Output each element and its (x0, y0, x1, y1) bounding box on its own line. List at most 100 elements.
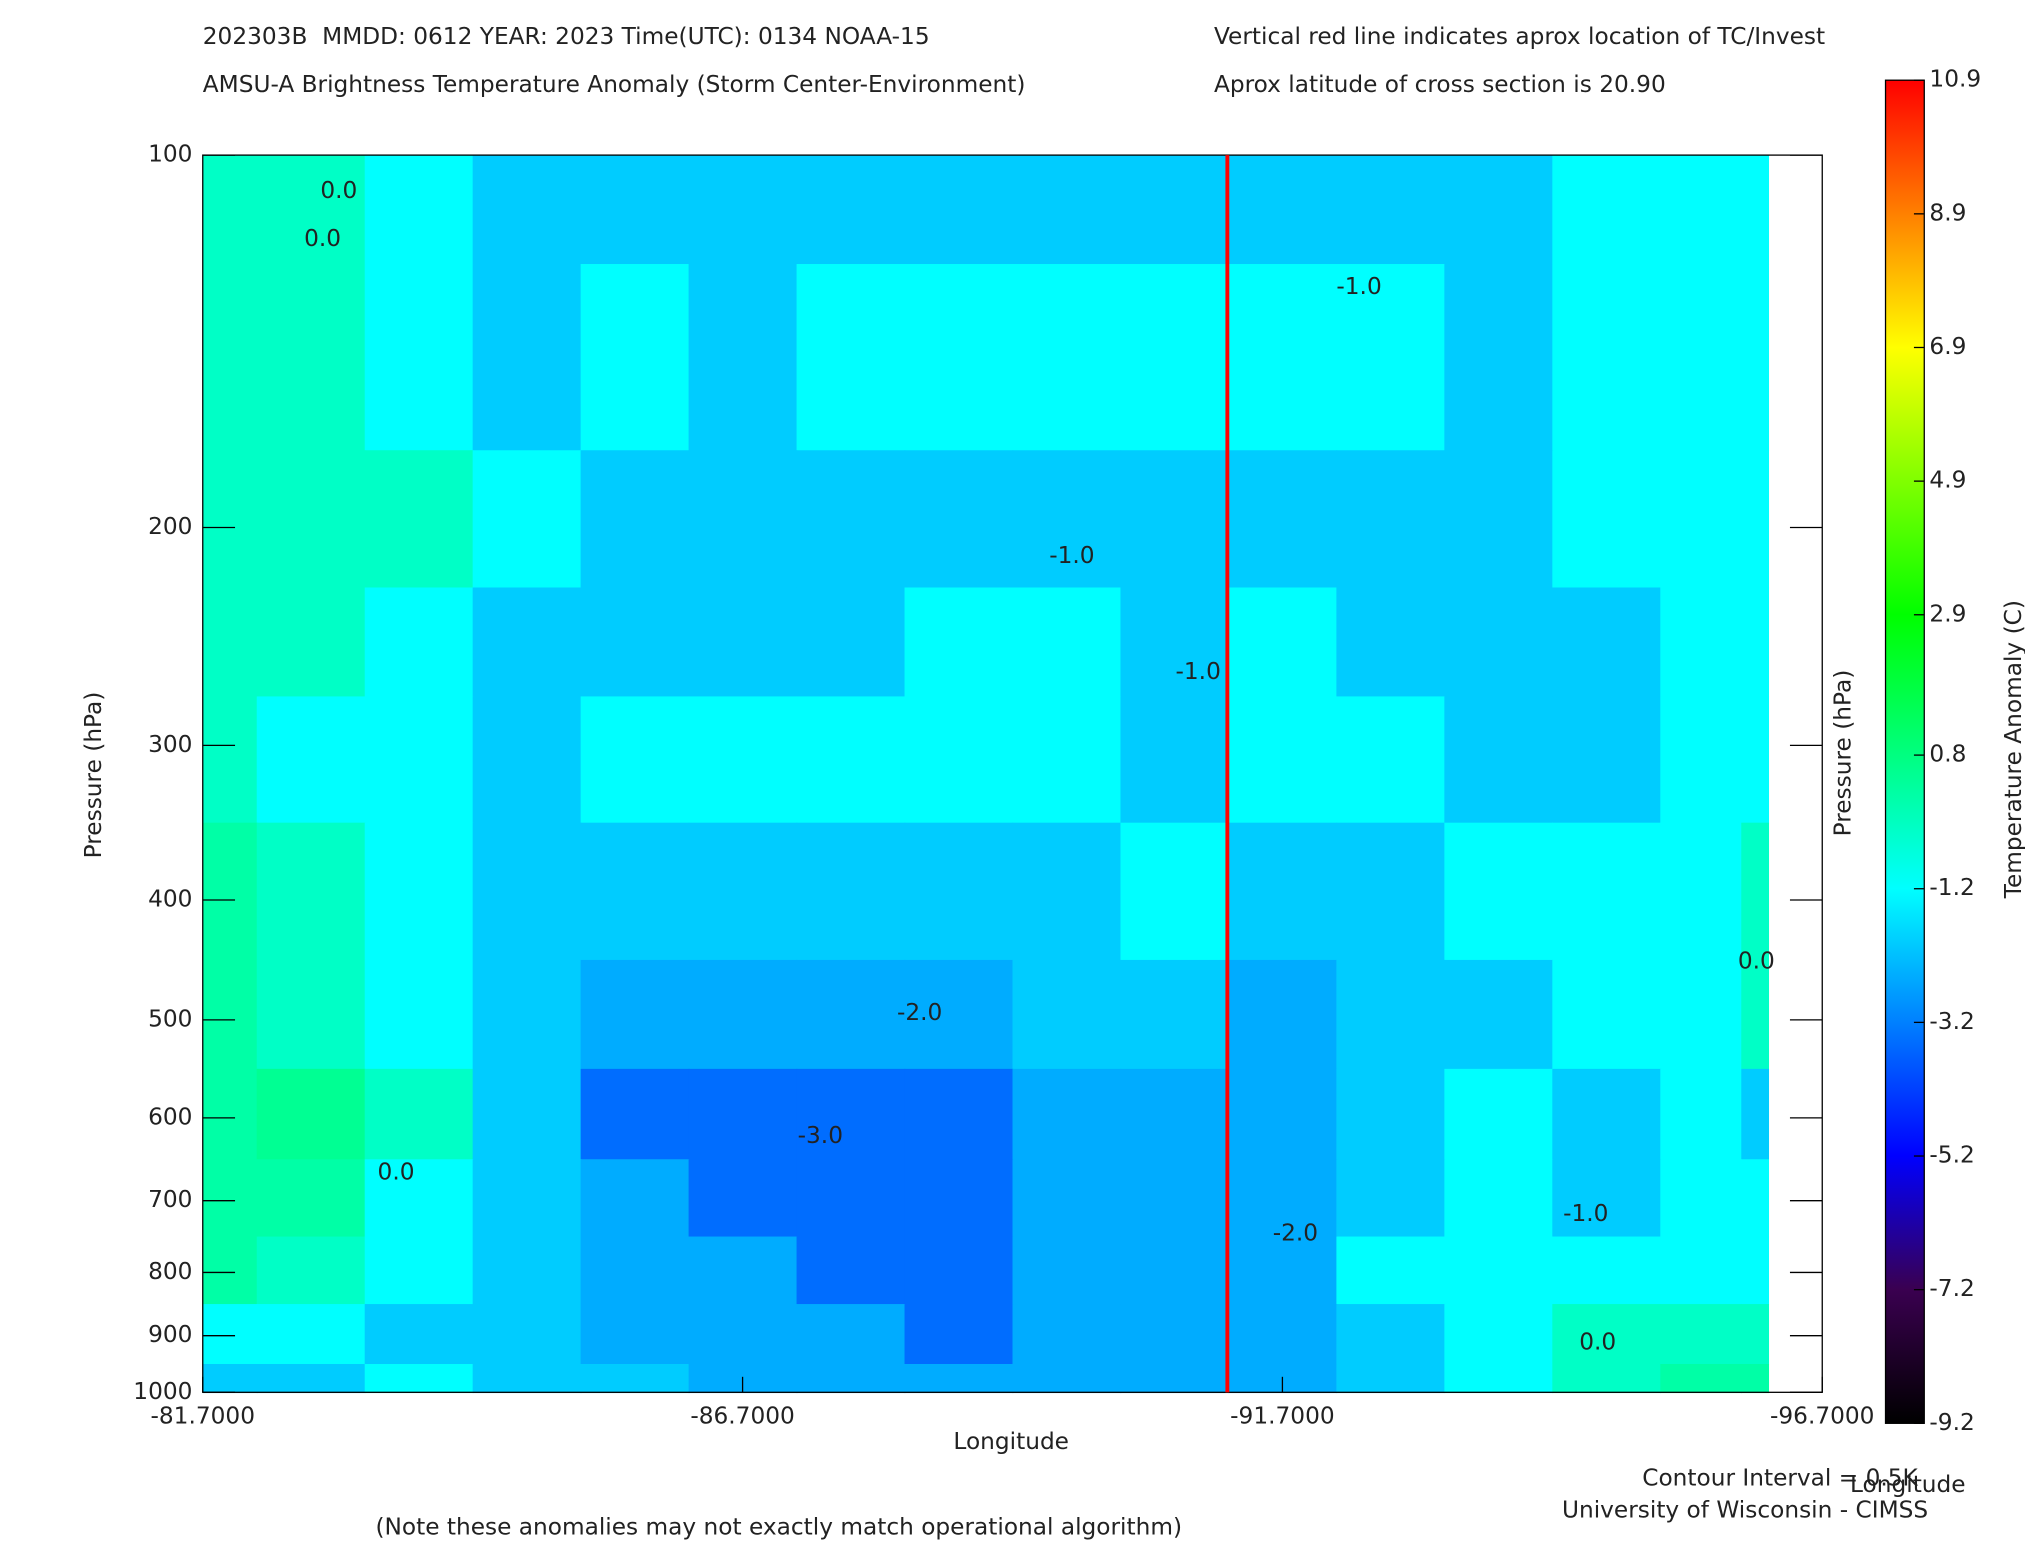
field-cell (1741, 1236, 1770, 1305)
field-cell (1741, 959, 1770, 1070)
field-cell (1552, 155, 1662, 265)
field-cell (202, 155, 258, 265)
field-cell (1228, 959, 1338, 1070)
field-cell (688, 822, 798, 961)
field-cell (904, 959, 1014, 1070)
field-cell (1120, 264, 1230, 452)
field-cell (1336, 264, 1446, 452)
field-cell (472, 822, 582, 961)
field-cell (688, 696, 798, 824)
field-cell (904, 822, 1014, 961)
field-cell (580, 1236, 690, 1305)
x-axis-label-right: Longitude (1850, 1471, 1966, 1498)
field-cell (1660, 450, 1743, 589)
field-cell (580, 1068, 690, 1161)
contour-label: -1.0 (1049, 542, 1094, 569)
field-cell (904, 696, 1014, 824)
field-cell (202, 696, 258, 824)
field-cell (202, 450, 258, 589)
field-cell (1012, 1304, 1122, 1365)
field-cell (1336, 1304, 1446, 1365)
field-cell (580, 450, 690, 589)
field-cell (688, 959, 798, 1070)
field-cell (472, 450, 582, 589)
field-cell (1741, 155, 1770, 265)
field-cell (1741, 1068, 1770, 1161)
field-cell (796, 264, 906, 452)
field-cell (202, 1236, 258, 1305)
title-line: 202303B MMDD: 0612 YEAR: 2023 Time(UTC):… (203, 23, 930, 50)
contour-label: 0.0 (304, 225, 341, 252)
field-cell (1552, 1364, 1662, 1394)
y-tick-label: 400 (148, 885, 192, 912)
field-cell (1012, 264, 1122, 452)
field-cell (256, 155, 366, 265)
y-tick-label: 600 (148, 1103, 192, 1130)
field-cell (1660, 1304, 1743, 1365)
field-cell (796, 1364, 906, 1394)
field-cell (904, 264, 1014, 452)
y-tick-label: 300 (148, 731, 192, 758)
field-cell (364, 1364, 474, 1394)
colorbar-tick-label: 0.8 (1929, 741, 1966, 768)
field-cell (1552, 1159, 1662, 1238)
field-cell (1012, 155, 1122, 265)
field-cell (1012, 1068, 1122, 1161)
field-cell (202, 1068, 258, 1161)
field-cell (904, 1068, 1014, 1161)
field-cell (1120, 959, 1230, 1070)
field-cell (472, 1304, 582, 1365)
field-cell (904, 1304, 1014, 1365)
field-cell (796, 696, 906, 824)
field-cell (1228, 1159, 1338, 1238)
field-cell (256, 1068, 366, 1161)
field-cell (1336, 822, 1446, 961)
field-cell (904, 450, 1014, 589)
field-cell (580, 264, 690, 452)
field-cell (1741, 1304, 1770, 1365)
y-tick-label: 100 (148, 141, 192, 168)
x-tick-label: -81.7000 (151, 1402, 255, 1429)
field-cell (796, 1068, 906, 1161)
field-cell (688, 155, 798, 265)
contour-label: 0.0 (1738, 948, 1775, 975)
credit: University of Wisconsin - CIMSS (1562, 1497, 1928, 1524)
field-cell (1012, 959, 1122, 1070)
field-cell (688, 450, 798, 589)
contour-label: -1.0 (1336, 273, 1381, 300)
field-cell (1444, 1304, 1554, 1365)
field-cell (1660, 264, 1743, 452)
contour-label: -2.0 (1273, 1220, 1318, 1247)
field-cell (688, 587, 798, 698)
field-cell (364, 155, 474, 265)
colorbar-label: Temperature Anomaly (C) (2000, 600, 2025, 899)
field-cell (202, 822, 258, 961)
colorbar-tick-label: 2.9 (1929, 600, 1966, 627)
field-cell (1012, 1159, 1122, 1238)
colorbar-tick-label: -9.2 (1929, 1409, 1974, 1436)
x-tick-label: -91.7000 (1230, 1402, 1334, 1429)
field-cell (472, 1364, 582, 1394)
field-cell (1336, 1364, 1446, 1394)
field-cell (796, 587, 906, 698)
field-cell (1120, 155, 1230, 265)
colorbar-tick-label: -7.2 (1929, 1275, 1974, 1302)
field-cell (1336, 155, 1446, 265)
field-cell (1120, 1159, 1230, 1238)
field-cell (904, 1364, 1014, 1394)
field-cell (1336, 450, 1446, 589)
field-cell (1444, 587, 1554, 698)
field-cell (904, 1236, 1014, 1305)
field-cell (364, 450, 474, 589)
field-cell (256, 1159, 366, 1238)
y-tick-label: 500 (148, 1005, 192, 1032)
field-cell (580, 696, 690, 824)
field-cell (472, 264, 582, 452)
field-cell (1120, 696, 1230, 824)
field-cell (202, 1364, 258, 1394)
field-cell (1660, 587, 1743, 698)
field-cell (1660, 1159, 1743, 1238)
contour-label: -3.0 (798, 1122, 843, 1149)
field-cell (1120, 587, 1230, 698)
field-cell (472, 696, 582, 824)
